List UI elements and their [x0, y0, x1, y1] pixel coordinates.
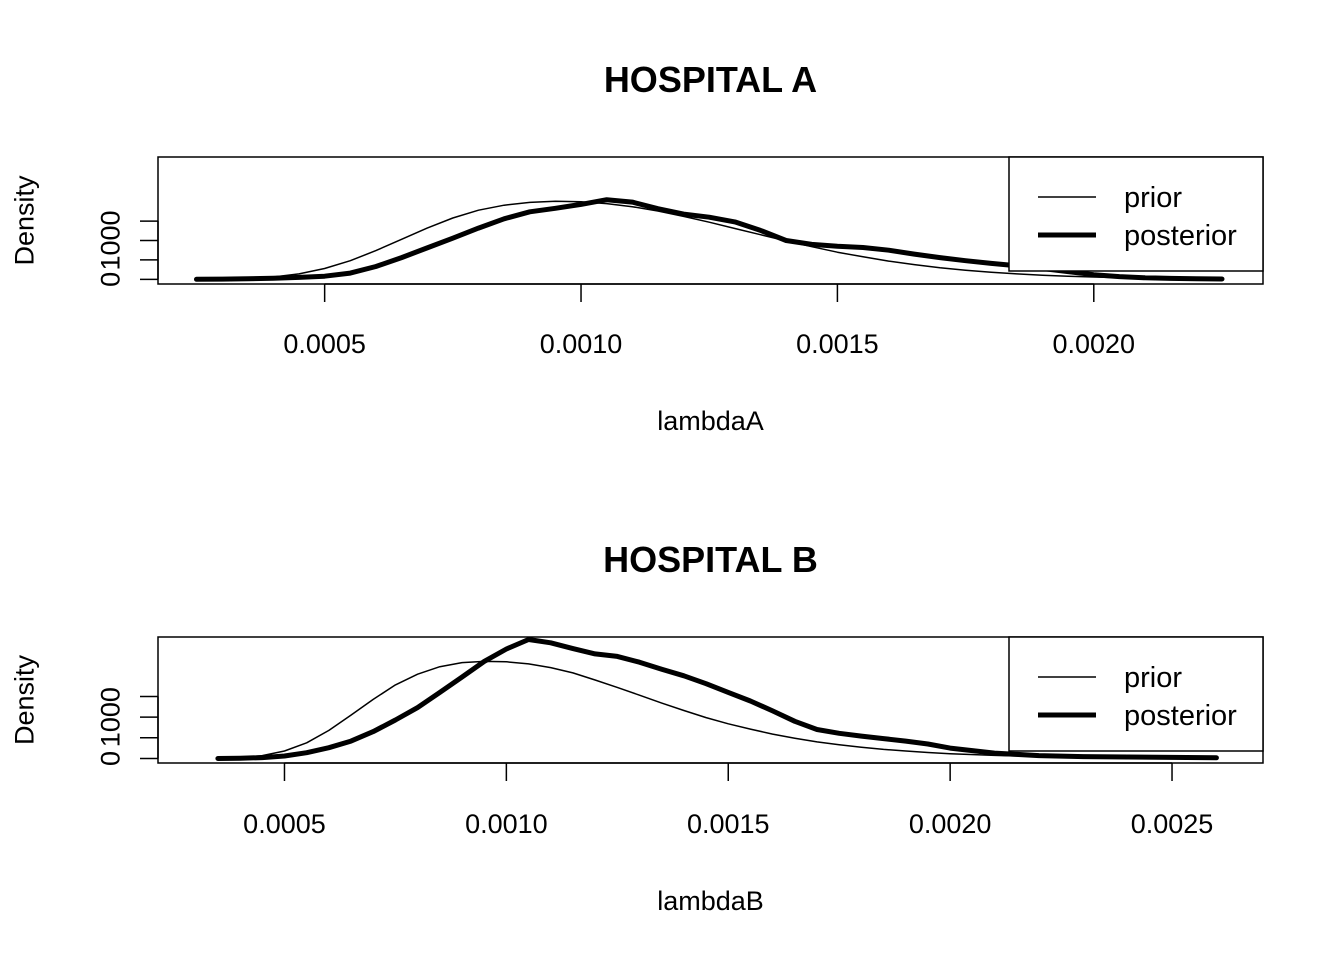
legend: prior posterior [1008, 636, 1264, 752]
chart-title: HOSPITAL B [603, 539, 818, 580]
legend-box [1008, 156, 1264, 272]
y-tick-label: 1000 [95, 687, 125, 747]
legend-box [1008, 636, 1264, 752]
y-tick-label: 0 [95, 272, 125, 287]
chart-title: HOSPITAL A [604, 59, 817, 100]
x-tick-label: 0.0005 [243, 809, 326, 839]
x-tick-label: 0.0020 [909, 809, 992, 839]
y-tick-label: 0 [95, 751, 125, 766]
panel-hospital-b: HOSPITAL B 0.0005 0.0010 0.0015 0.0020 0.0025… [9, 539, 1264, 916]
panel-hospital-a: HOSPITAL A 0.0005 0.0010 0.0015 0.0020 0 1000 l… [9, 59, 1264, 436]
x-tick-label: 0.0005 [283, 329, 366, 359]
x-axis-label: lambdaA [657, 406, 764, 436]
x-tick-label: 0.0015 [687, 809, 770, 839]
legend: prior posterior [1008, 156, 1264, 272]
x-tick-label: 0.0010 [540, 329, 623, 359]
legend-label-prior: prior [1124, 182, 1182, 214]
legend-label-posterior: posterior [1124, 700, 1237, 732]
x-tick-label: 0.0010 [465, 809, 548, 839]
series-line-prior [195, 200, 1223, 281]
x-tick-label: 0.0020 [1052, 329, 1135, 359]
y-tick-label: 1000 [95, 210, 125, 270]
x-tick-label: 0.0025 [1131, 809, 1214, 839]
series-line-prior [217, 660, 1218, 759]
x-tick-label: 0.0015 [796, 329, 879, 359]
y-axis-label: Density [9, 175, 39, 266]
x-axis-label: lambdaB [657, 886, 764, 916]
series-line-posterior [215, 637, 1219, 761]
legend-label-prior: prior [1124, 662, 1182, 694]
y-axis-label: Density [9, 654, 39, 745]
legend-label-posterior: posterior [1124, 220, 1237, 252]
